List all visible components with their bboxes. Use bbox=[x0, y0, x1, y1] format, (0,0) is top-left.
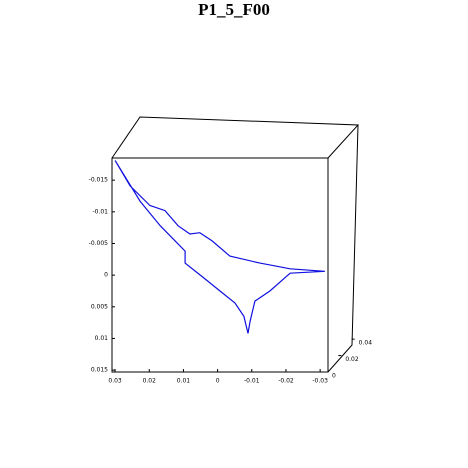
chart-title: P1_5_F00 bbox=[198, 0, 270, 19]
box-top bbox=[111, 116, 360, 159]
x-tick-label: -0.03 bbox=[312, 378, 328, 385]
y-tick-label: -0.005 bbox=[89, 240, 109, 247]
plot-box bbox=[111, 116, 360, 373]
y-tick-label: -0.015 bbox=[89, 177, 109, 184]
fractal-curve bbox=[114, 160, 325, 334]
x-tick-label: 0.02 bbox=[143, 378, 157, 385]
x-tick-label: 0.01 bbox=[177, 378, 191, 385]
x-tick-label: -0.02 bbox=[278, 378, 294, 385]
x-tick-label: -0.01 bbox=[244, 378, 260, 385]
box-front bbox=[111, 157, 329, 373]
x-tick-label: 0 bbox=[216, 378, 220, 385]
y-tick-label: 0.005 bbox=[91, 303, 108, 310]
z-tick-label: 0 bbox=[332, 373, 336, 380]
z-tick-label: 0.04 bbox=[359, 340, 373, 347]
y-tick-label: -0.01 bbox=[92, 208, 108, 215]
y-tick-label: 0.01 bbox=[95, 335, 109, 342]
x-tick-label: 0.03 bbox=[108, 378, 122, 385]
z-tick-label: 0.02 bbox=[345, 356, 359, 363]
y-tick-label: 0.015 bbox=[91, 367, 108, 374]
y-tick-label: 0 bbox=[104, 272, 108, 279]
box-side bbox=[327, 124, 359, 373]
